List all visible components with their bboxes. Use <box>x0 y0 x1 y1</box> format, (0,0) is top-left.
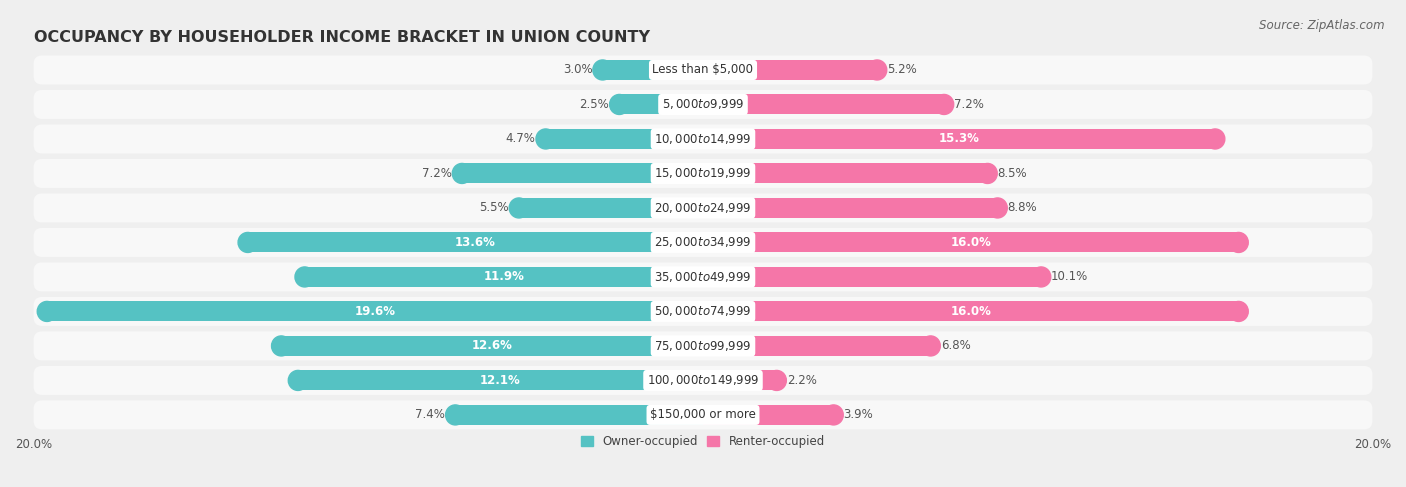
FancyBboxPatch shape <box>34 56 1372 84</box>
Text: OCCUPANCY BY HOUSEHOLDER INCOME BRACKET IN UNION COUNTY: OCCUPANCY BY HOUSEHOLDER INCOME BRACKET … <box>34 30 650 45</box>
Circle shape <box>1205 129 1225 149</box>
Circle shape <box>238 232 257 252</box>
Bar <box>305 267 703 287</box>
Text: 7.4%: 7.4% <box>415 409 446 421</box>
Bar <box>546 129 703 149</box>
Text: 3.9%: 3.9% <box>844 409 873 421</box>
Circle shape <box>295 267 315 287</box>
Circle shape <box>1229 301 1249 321</box>
Circle shape <box>509 198 529 218</box>
Text: Less than $5,000: Less than $5,000 <box>652 63 754 76</box>
Circle shape <box>610 94 628 114</box>
Text: $5,000 to $9,999: $5,000 to $9,999 <box>662 97 744 112</box>
Text: 2.5%: 2.5% <box>579 98 609 111</box>
Text: 16.0%: 16.0% <box>950 305 991 318</box>
Bar <box>247 232 703 252</box>
Text: 11.9%: 11.9% <box>484 270 524 283</box>
Text: 3.0%: 3.0% <box>562 63 592 76</box>
Bar <box>703 198 997 218</box>
Text: 4.7%: 4.7% <box>506 132 536 146</box>
Circle shape <box>988 198 1007 218</box>
Text: 12.6%: 12.6% <box>471 339 513 353</box>
Text: 5.2%: 5.2% <box>887 63 917 76</box>
Text: 15.3%: 15.3% <box>939 132 980 146</box>
Circle shape <box>977 164 997 184</box>
Circle shape <box>935 94 953 114</box>
Circle shape <box>1032 267 1050 287</box>
FancyBboxPatch shape <box>34 262 1372 291</box>
Circle shape <box>37 301 56 321</box>
Circle shape <box>446 405 465 425</box>
Text: 12.1%: 12.1% <box>479 374 520 387</box>
FancyBboxPatch shape <box>34 90 1372 119</box>
Bar <box>703 336 931 356</box>
Bar <box>703 301 1239 321</box>
Circle shape <box>288 371 308 391</box>
Text: 8.5%: 8.5% <box>997 167 1028 180</box>
Bar <box>703 405 834 425</box>
Circle shape <box>1229 232 1249 252</box>
Text: $35,000 to $49,999: $35,000 to $49,999 <box>654 270 752 284</box>
Bar <box>703 129 1215 149</box>
Bar <box>603 60 703 80</box>
Text: 19.6%: 19.6% <box>354 305 395 318</box>
Bar <box>703 94 943 114</box>
Text: 6.8%: 6.8% <box>941 339 970 353</box>
Bar <box>463 164 703 184</box>
Text: $25,000 to $34,999: $25,000 to $34,999 <box>654 235 752 249</box>
Text: 2.2%: 2.2% <box>787 374 817 387</box>
Bar <box>703 60 877 80</box>
Bar <box>619 94 703 114</box>
Text: 13.6%: 13.6% <box>456 236 496 249</box>
Bar <box>703 371 776 391</box>
Circle shape <box>921 336 941 356</box>
Bar <box>703 164 987 184</box>
Text: $15,000 to $19,999: $15,000 to $19,999 <box>654 167 752 181</box>
FancyBboxPatch shape <box>34 159 1372 188</box>
Bar <box>456 405 703 425</box>
Text: $100,000 to $149,999: $100,000 to $149,999 <box>647 374 759 388</box>
Circle shape <box>824 405 844 425</box>
FancyBboxPatch shape <box>34 193 1372 223</box>
FancyBboxPatch shape <box>34 400 1372 430</box>
Text: $150,000 or more: $150,000 or more <box>650 409 756 421</box>
Bar <box>298 371 703 391</box>
Text: 16.0%: 16.0% <box>950 236 991 249</box>
Text: 8.8%: 8.8% <box>1008 202 1038 214</box>
Circle shape <box>593 60 612 80</box>
FancyBboxPatch shape <box>34 366 1372 395</box>
FancyBboxPatch shape <box>34 228 1372 257</box>
Text: $75,000 to $99,999: $75,000 to $99,999 <box>654 339 752 353</box>
FancyBboxPatch shape <box>34 297 1372 326</box>
Text: $50,000 to $74,999: $50,000 to $74,999 <box>654 304 752 318</box>
Text: 7.2%: 7.2% <box>422 167 451 180</box>
Text: $20,000 to $24,999: $20,000 to $24,999 <box>654 201 752 215</box>
Circle shape <box>766 371 786 391</box>
Bar <box>703 267 1040 287</box>
Circle shape <box>453 164 471 184</box>
Circle shape <box>271 336 291 356</box>
Text: 7.2%: 7.2% <box>955 98 984 111</box>
FancyBboxPatch shape <box>34 332 1372 360</box>
Circle shape <box>536 129 555 149</box>
Text: 10.1%: 10.1% <box>1052 270 1088 283</box>
Bar <box>703 232 1239 252</box>
Bar <box>281 336 703 356</box>
Legend: Owner-occupied, Renter-occupied: Owner-occupied, Renter-occupied <box>576 431 830 453</box>
Text: Source: ZipAtlas.com: Source: ZipAtlas.com <box>1260 19 1385 33</box>
Bar <box>519 198 703 218</box>
Text: 5.5%: 5.5% <box>479 202 509 214</box>
Bar <box>46 301 703 321</box>
FancyBboxPatch shape <box>34 125 1372 153</box>
Circle shape <box>868 60 887 80</box>
Text: $10,000 to $14,999: $10,000 to $14,999 <box>654 132 752 146</box>
